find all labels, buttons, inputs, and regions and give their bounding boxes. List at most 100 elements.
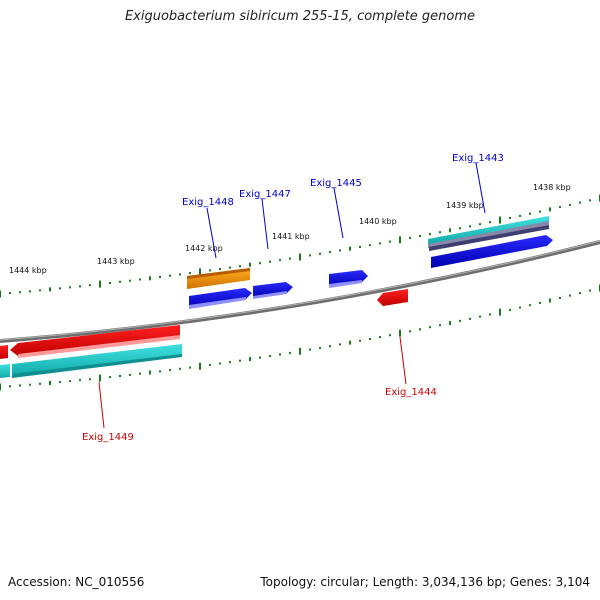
scale-tick-minor bbox=[379, 242, 381, 245]
scale-tick-minor bbox=[549, 298, 551, 303]
scale-tick-minor bbox=[119, 375, 121, 377]
scale-tick-minor bbox=[209, 269, 211, 272]
scale-tick-minor bbox=[529, 212, 531, 215]
scale-tick-minor bbox=[449, 321, 451, 326]
scale-tick-minor bbox=[359, 339, 361, 342]
scale-tick-minor bbox=[69, 380, 71, 383]
scale-tick-major bbox=[399, 236, 401, 244]
scale-tick-minor bbox=[479, 315, 481, 318]
scale-tick-minor bbox=[429, 326, 431, 329]
gene-exig-1450-cds-partial[interactable] bbox=[0, 345, 8, 359]
gene-exig-1444-cds[interactable] bbox=[377, 289, 408, 306]
map-title: Exiguobacterium sibiricum 255-15, comple… bbox=[124, 9, 476, 24]
gene-exig-1449-cds[interactable] bbox=[10, 325, 180, 358]
scale-tick-minor bbox=[169, 369, 171, 372]
genome-backbone-highlight bbox=[0, 240, 600, 341]
scale-tick-minor bbox=[249, 357, 251, 362]
scale-tick-minor bbox=[319, 346, 321, 349]
scale-tick-minor bbox=[409, 330, 411, 333]
scale-tick-minor bbox=[159, 370, 161, 373]
scale-tick-minor bbox=[139, 278, 141, 281]
scale-tick-minor bbox=[159, 276, 161, 278]
scale-tick-minor bbox=[489, 313, 491, 316]
scale-tick-major bbox=[0, 383, 1, 391]
scale-tick-minor bbox=[29, 383, 31, 386]
scale-tick-minor bbox=[269, 355, 271, 358]
leader-exig-1447 bbox=[261, 198, 269, 250]
scale-tick-minor bbox=[539, 301, 541, 304]
scale-tick-minor bbox=[179, 367, 181, 370]
gene-label-exig-1445[interactable]: Exig_1445 bbox=[310, 178, 362, 189]
scale-tick-major bbox=[299, 347, 301, 355]
scale-tick-minor bbox=[349, 340, 351, 345]
gene-label-exig-1444[interactable]: Exig_1444 bbox=[385, 387, 437, 398]
scale-tick-minor bbox=[369, 244, 371, 247]
scale-tick-minor bbox=[39, 289, 41, 292]
scale-tick-minor bbox=[509, 217, 511, 219]
scale-tick-minor bbox=[9, 385, 11, 388]
scale-tick-minor bbox=[269, 260, 271, 263]
scale-tick-major bbox=[199, 268, 201, 276]
scale-tick-minor bbox=[239, 265, 241, 268]
scale-tick-minor bbox=[589, 289, 591, 292]
gene-label-exig-1447[interactable]: Exig_1447 bbox=[239, 189, 291, 200]
scale-tick-minor bbox=[49, 287, 51, 292]
gene-exig-1445-cds[interactable] bbox=[329, 270, 368, 288]
scale-tick-minor bbox=[379, 336, 381, 339]
gene-exig-1449-rna[interactable] bbox=[0, 344, 182, 378]
scale-tick-major bbox=[99, 374, 101, 382]
scale-tick-major bbox=[499, 216, 501, 224]
scale-tick-minor bbox=[189, 366, 191, 369]
gene-label-exig-1448[interactable]: Exig_1448 bbox=[182, 197, 234, 208]
scale-tick-minor bbox=[169, 274, 171, 277]
scale-label-1442: 1442 kbp bbox=[185, 244, 223, 253]
scale-tick-minor bbox=[329, 251, 331, 254]
genome-summary-text: Topology: circular; Length: 3,034,136 bp… bbox=[260, 575, 590, 589]
gene-exig-1447-cds[interactable] bbox=[253, 282, 293, 299]
scale-tick-minor bbox=[219, 268, 221, 270]
scale-tick-minor bbox=[79, 379, 81, 382]
scale-tick-minor bbox=[459, 227, 461, 230]
scale-tick-minor bbox=[249, 262, 251, 267]
gene-label-exig-1443[interactable]: Exig_1443 bbox=[452, 153, 504, 164]
scale-label-1438: 1438 kbp bbox=[533, 183, 571, 192]
scale-tick-minor bbox=[579, 292, 581, 295]
scale-tick-minor bbox=[279, 259, 281, 262]
scale-tick-minor bbox=[389, 240, 391, 243]
scale-tick-minor bbox=[59, 381, 61, 384]
scale-tick-minor bbox=[559, 206, 561, 209]
scale-tick-minor bbox=[469, 225, 471, 228]
feature-orange[interactable] bbox=[187, 268, 250, 289]
scale-tick-minor bbox=[389, 334, 391, 337]
scale-tick-minor bbox=[119, 280, 121, 283]
scale-label-1444: 1444 kbp bbox=[9, 266, 47, 275]
scale-tick-minor bbox=[359, 246, 361, 248]
scale-tick-major bbox=[499, 308, 501, 316]
scale-tick-major bbox=[99, 280, 101, 288]
gene-exig-1443-cds[interactable] bbox=[431, 235, 553, 268]
scale-tick-major bbox=[299, 253, 301, 261]
scale-tick-minor bbox=[509, 308, 511, 311]
scale-tick-minor bbox=[559, 297, 561, 299]
scale-tick-minor bbox=[339, 249, 341, 252]
scale-tick-minor bbox=[449, 228, 451, 233]
gene-exig-1443-rna[interactable] bbox=[428, 216, 549, 251]
scale-tick-minor bbox=[259, 356, 261, 359]
scale-tick-minor bbox=[339, 343, 341, 346]
scale-tick-minor bbox=[419, 235, 421, 237]
gene-exig-1448-cds[interactable] bbox=[189, 288, 252, 309]
scale-tick-minor bbox=[129, 373, 131, 376]
scale-tick-minor bbox=[549, 207, 551, 212]
scale-tick-minor bbox=[319, 252, 321, 255]
leader-exig-1444 bbox=[399, 336, 407, 385]
gene-label-exig-1449[interactable]: Exig_1449 bbox=[82, 432, 134, 443]
scale-tick-minor bbox=[469, 317, 471, 320]
leader-exig-1443 bbox=[475, 162, 486, 214]
scale-tick-minor bbox=[259, 262, 261, 265]
scale-label-1441: 1441 kbp bbox=[272, 232, 310, 241]
scale-tick-minor bbox=[279, 353, 281, 356]
scale-tick-minor bbox=[19, 291, 21, 294]
scale-tick-minor bbox=[29, 290, 31, 293]
leader-exig-1445 bbox=[333, 187, 344, 239]
